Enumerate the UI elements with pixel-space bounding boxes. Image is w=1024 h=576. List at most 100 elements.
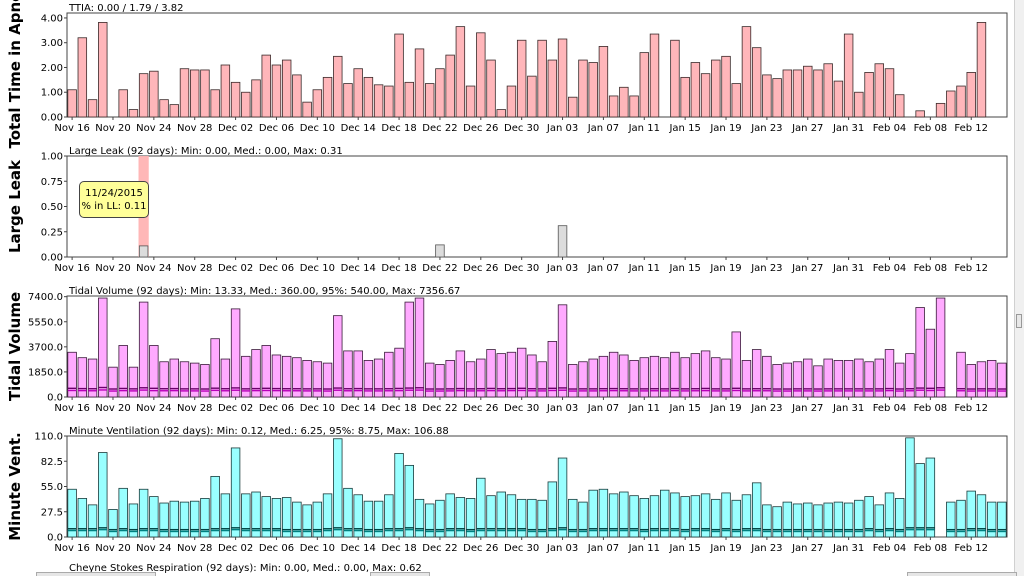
data-bar [169,500,179,538]
data-bar [384,351,394,398]
y-tick-label: 4.00 [41,13,63,24]
x-tick-label: Dec 14 [341,403,376,414]
data-bar [905,353,915,398]
x-tick-label: Jan 31 [832,403,864,414]
data-bar [547,481,558,538]
data-bar [128,109,139,118]
data-bar [966,72,976,118]
data-bar [302,504,312,538]
data-bar [200,364,210,398]
data-bar [874,358,884,398]
data-bar [741,26,752,118]
data-bar [159,502,169,538]
data-bar [138,73,149,118]
data-bar [608,493,619,538]
data-bar [782,362,793,398]
data-bar [895,94,905,118]
right-scroll-rail[interactable] [1014,0,1024,576]
tooltip-label: % in LL: 0.11 [81,201,147,212]
x-tick-label: Jan 23 [750,543,782,554]
data-bar [854,91,864,118]
data-bar [578,59,588,118]
data-bar [833,80,844,118]
data-bar [210,89,220,118]
x-tick-label: Dec 06 [259,543,294,554]
right-scroll-handle[interactable] [1016,314,1022,328]
bottom-tab-middle[interactable] [370,572,430,576]
data-bar [997,362,1007,398]
data-bar [292,357,302,398]
y-tick-label: 0.25 [41,227,63,238]
x-tick-label: Jan 23 [750,123,782,134]
x-tick-label: Jan 23 [750,263,782,274]
data-bar [343,487,353,538]
plot-frame [66,155,1008,258]
data-bar [557,225,568,258]
data-bar [568,364,578,398]
data-bar [210,475,220,538]
data-bar [363,500,374,538]
data-bar [506,494,517,538]
data-bar [557,38,568,118]
data-bar [700,73,711,118]
x-tick-label: Jan 11 [628,543,660,554]
data-bar [527,498,537,538]
x-tick-label: Dec 06 [259,263,294,274]
data-bar [946,90,956,118]
data-bar [425,83,435,118]
data-bar [813,504,823,538]
y-tick-label: 3700.0 [28,342,63,353]
data-bar [578,501,588,538]
y-tick-label: 0.50 [41,202,63,213]
x-tick-label: Jan 31 [832,123,864,134]
data-bar [976,361,987,398]
data-bar [333,55,343,118]
y-tick-label: 1.00 [41,152,63,163]
data-bar [404,464,414,538]
x-tick-label: Jan 27 [791,263,823,274]
data-bar [946,501,956,538]
bottom-tab-right[interactable] [907,572,1017,576]
x-tick-label: Dec 26 [463,403,498,414]
data-bar [159,361,169,398]
data-bar [884,68,895,118]
data-bar [414,498,425,538]
x-tick-label: Feb 04 [873,403,907,414]
x-tick-label: Jan 15 [668,123,700,134]
data-bar [373,84,384,118]
x-tick-label: Jan 31 [832,263,864,274]
data-bar [782,501,793,538]
panel-title: TTIA: 0.00 / 1.79 / 3.82 [68,3,183,14]
data-bar [87,358,98,398]
data-bar [108,366,118,398]
data-bar [98,297,108,398]
x-tick-label: Jan 11 [628,123,660,134]
data-bar [925,457,936,538]
y-tick-label: 55.0 [41,482,63,493]
data-bar [465,361,476,398]
data-bar [935,297,946,398]
bottom-tab-left[interactable] [36,572,156,576]
data-bar [956,351,966,398]
data-bar [935,102,946,118]
large-leak-tooltip: 11/24/2015 % in LL: 0.11 [79,181,149,218]
x-tick-label: Dec 18 [381,543,416,554]
data-bar [588,62,598,118]
x-tick-label: Jan 27 [791,123,823,134]
y-tick-label: 0.0 [47,533,63,544]
data-bar [333,438,343,538]
x-tick-label: Dec 14 [341,543,376,554]
data-bar [649,495,660,538]
data-bar [854,499,864,538]
data-bar [506,351,517,398]
x-tick-label: Dec 06 [259,123,294,134]
data-bar [915,463,925,538]
data-bar [751,47,762,118]
data-bar [649,355,660,398]
x-tick-label: Jan 19 [709,543,741,554]
data-bar [813,365,823,398]
x-tick-label: Dec 02 [218,403,253,414]
data-bar [476,32,486,118]
x-tick-label: Nov 28 [177,403,212,414]
data-bar [516,347,527,398]
